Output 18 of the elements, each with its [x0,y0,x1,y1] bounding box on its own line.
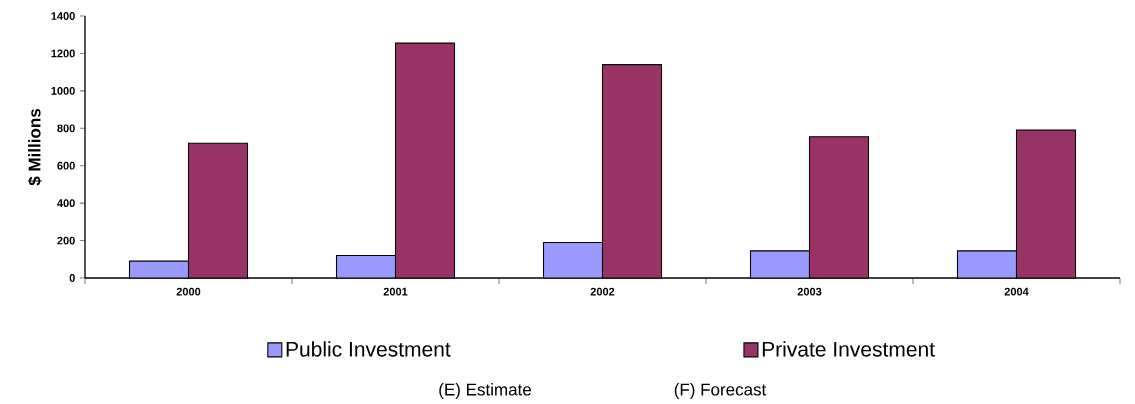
y-tick-label: 200 [57,236,75,245]
y-tick-label: 800 [57,124,75,133]
legend-label: Private Investment [762,341,935,357]
legend-label: Public Investment [286,341,451,357]
x-tick-label: 2001 [383,287,408,296]
x-tick-label: 2000 [176,287,201,296]
y-tick-label: 600 [57,161,75,170]
y-tick-label: 400 [57,199,75,208]
y-tick-label: 1400 [51,12,75,20]
text: (F) Forecast [674,383,767,399]
x-tick-label: 2003 [797,287,822,296]
x-tick-label: 2002 [590,287,615,296]
y-axis-title: $ Millions [27,108,42,186]
y-tick-label: 0 [69,274,75,282]
y-tick-label: 1000 [51,86,75,95]
text: (E) Estimate [439,383,531,399]
x-tick-label: 2004 [1004,287,1029,296]
y-tick-label: 1200 [51,49,75,58]
